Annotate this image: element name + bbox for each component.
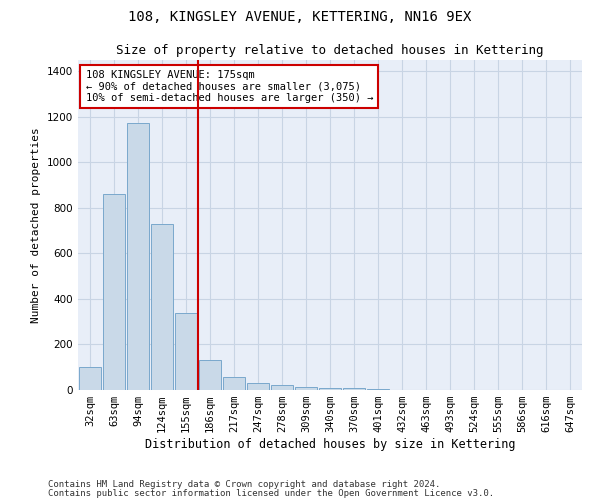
Bar <box>319 388 341 390</box>
Bar <box>247 383 269 390</box>
Bar <box>223 378 245 390</box>
Bar <box>175 312 197 390</box>
Bar <box>295 386 317 390</box>
Bar <box>343 388 365 390</box>
Bar <box>271 386 293 390</box>
Bar <box>79 367 101 390</box>
Bar <box>103 194 125 390</box>
Bar <box>367 389 389 390</box>
Bar <box>199 360 221 390</box>
Text: 108, KINGSLEY AVENUE, KETTERING, NN16 9EX: 108, KINGSLEY AVENUE, KETTERING, NN16 9E… <box>128 10 472 24</box>
X-axis label: Distribution of detached houses by size in Kettering: Distribution of detached houses by size … <box>145 438 515 451</box>
Text: Contains public sector information licensed under the Open Government Licence v3: Contains public sector information licen… <box>48 489 494 498</box>
Text: 108 KINGSLEY AVENUE: 175sqm
← 90% of detached houses are smaller (3,075)
10% of : 108 KINGSLEY AVENUE: 175sqm ← 90% of det… <box>86 70 373 103</box>
Text: Contains HM Land Registry data © Crown copyright and database right 2024.: Contains HM Land Registry data © Crown c… <box>48 480 440 489</box>
Title: Size of property relative to detached houses in Kettering: Size of property relative to detached ho… <box>116 44 544 58</box>
Bar <box>151 224 173 390</box>
Y-axis label: Number of detached properties: Number of detached properties <box>31 127 41 323</box>
Bar <box>127 122 149 390</box>
